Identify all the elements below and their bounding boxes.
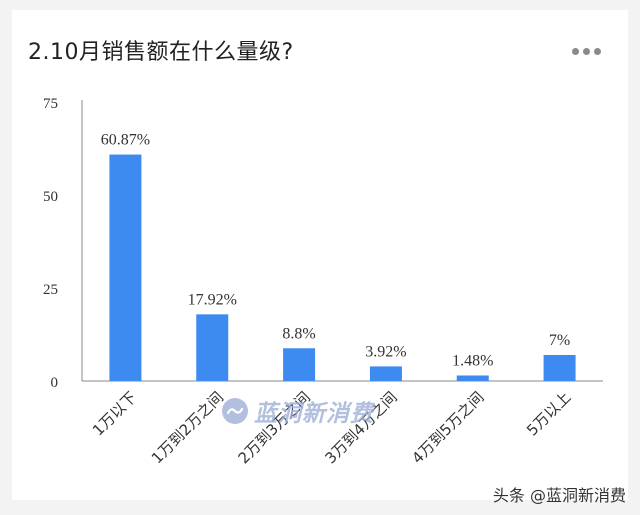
y-tick-label: 25 bbox=[43, 282, 58, 298]
y-tick-label: 50 bbox=[43, 189, 58, 205]
bar bbox=[109, 154, 142, 381]
x-tick-label: 1万以下 bbox=[89, 388, 140, 439]
data-label: 1.48% bbox=[452, 352, 493, 369]
bar bbox=[283, 348, 316, 381]
data-label: 60.87% bbox=[101, 132, 150, 149]
data-label: 8.8% bbox=[282, 325, 315, 342]
source-attribution: 头条 @蓝洞新消费 bbox=[492, 486, 626, 505]
data-label: 3.92% bbox=[365, 343, 406, 360]
y-tick-label: 0 bbox=[51, 375, 59, 391]
watermark-logo-icon bbox=[222, 398, 248, 424]
x-tick-label: 1万到2万之间 bbox=[148, 388, 227, 467]
bar bbox=[543, 354, 576, 381]
more-options-icon[interactable] bbox=[572, 46, 606, 56]
watermark-text: 蓝洞新消费 bbox=[254, 401, 374, 427]
bar bbox=[369, 366, 402, 381]
y-tick-label: 75 bbox=[43, 96, 58, 112]
data-label: 17.92% bbox=[188, 291, 237, 308]
x-tick-label: 5万以上 bbox=[523, 388, 574, 439]
data-label: 7% bbox=[549, 332, 570, 349]
bar bbox=[196, 314, 229, 381]
bar bbox=[456, 375, 489, 381]
x-tick-label: 4万到5万之间 bbox=[408, 388, 487, 467]
chart-title: 2.10月销售额在什么量级? bbox=[28, 40, 294, 65]
watermark: 蓝洞新消费 bbox=[222, 394, 374, 428]
